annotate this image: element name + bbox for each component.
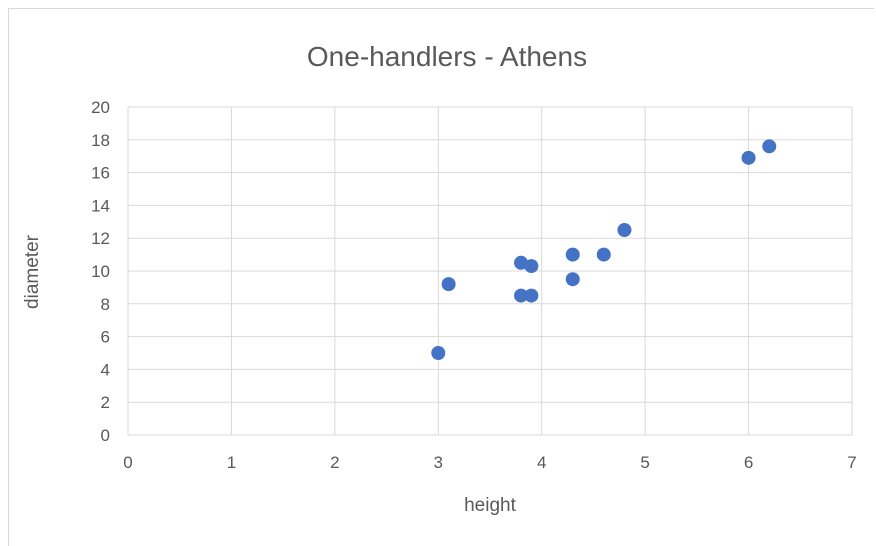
data-point <box>565 272 580 287</box>
y-tick-label: 2 <box>101 393 110 412</box>
x-tick-label: 5 <box>640 453 649 472</box>
data-point <box>762 139 777 154</box>
y-tick-label: 8 <box>101 295 110 314</box>
data-point <box>514 288 529 303</box>
x-tick-label: 6 <box>744 453 753 472</box>
y-tick-label: 10 <box>91 262 110 281</box>
data-point <box>596 247 611 262</box>
y-tick-label: 16 <box>91 164 110 183</box>
data-point <box>431 346 446 360</box>
y-tick-label: 12 <box>91 229 110 248</box>
data-point <box>441 277 456 292</box>
x-axis-label: height <box>464 495 516 516</box>
x-tick-label: 2 <box>330 453 339 472</box>
y-tick-label: 6 <box>101 328 110 347</box>
data-point <box>524 259 539 274</box>
y-tick-label: 14 <box>91 196 110 215</box>
chart-frame <box>8 8 874 546</box>
x-tick-label: 7 <box>847 453 856 472</box>
y-tick-label: 20 <box>91 98 110 117</box>
data-points <box>431 139 777 360</box>
y-tick-label: 18 <box>91 131 110 150</box>
y-tick-label: 0 <box>101 426 110 445</box>
x-tick-label: 1 <box>227 453 236 472</box>
chart-title: One-handlers - Athens <box>307 41 587 72</box>
data-point <box>617 223 632 237</box>
x-tick-label: 0 <box>123 453 132 472</box>
x-tick-label: 3 <box>434 453 443 472</box>
grid <box>127 106 853 436</box>
x-tick-label: 4 <box>537 453 546 472</box>
y-axis-label: diameter <box>22 234 43 309</box>
y-tick-label: 4 <box>101 360 110 379</box>
data-point <box>741 150 756 165</box>
data-point <box>524 288 539 303</box>
data-point <box>565 247 580 262</box>
